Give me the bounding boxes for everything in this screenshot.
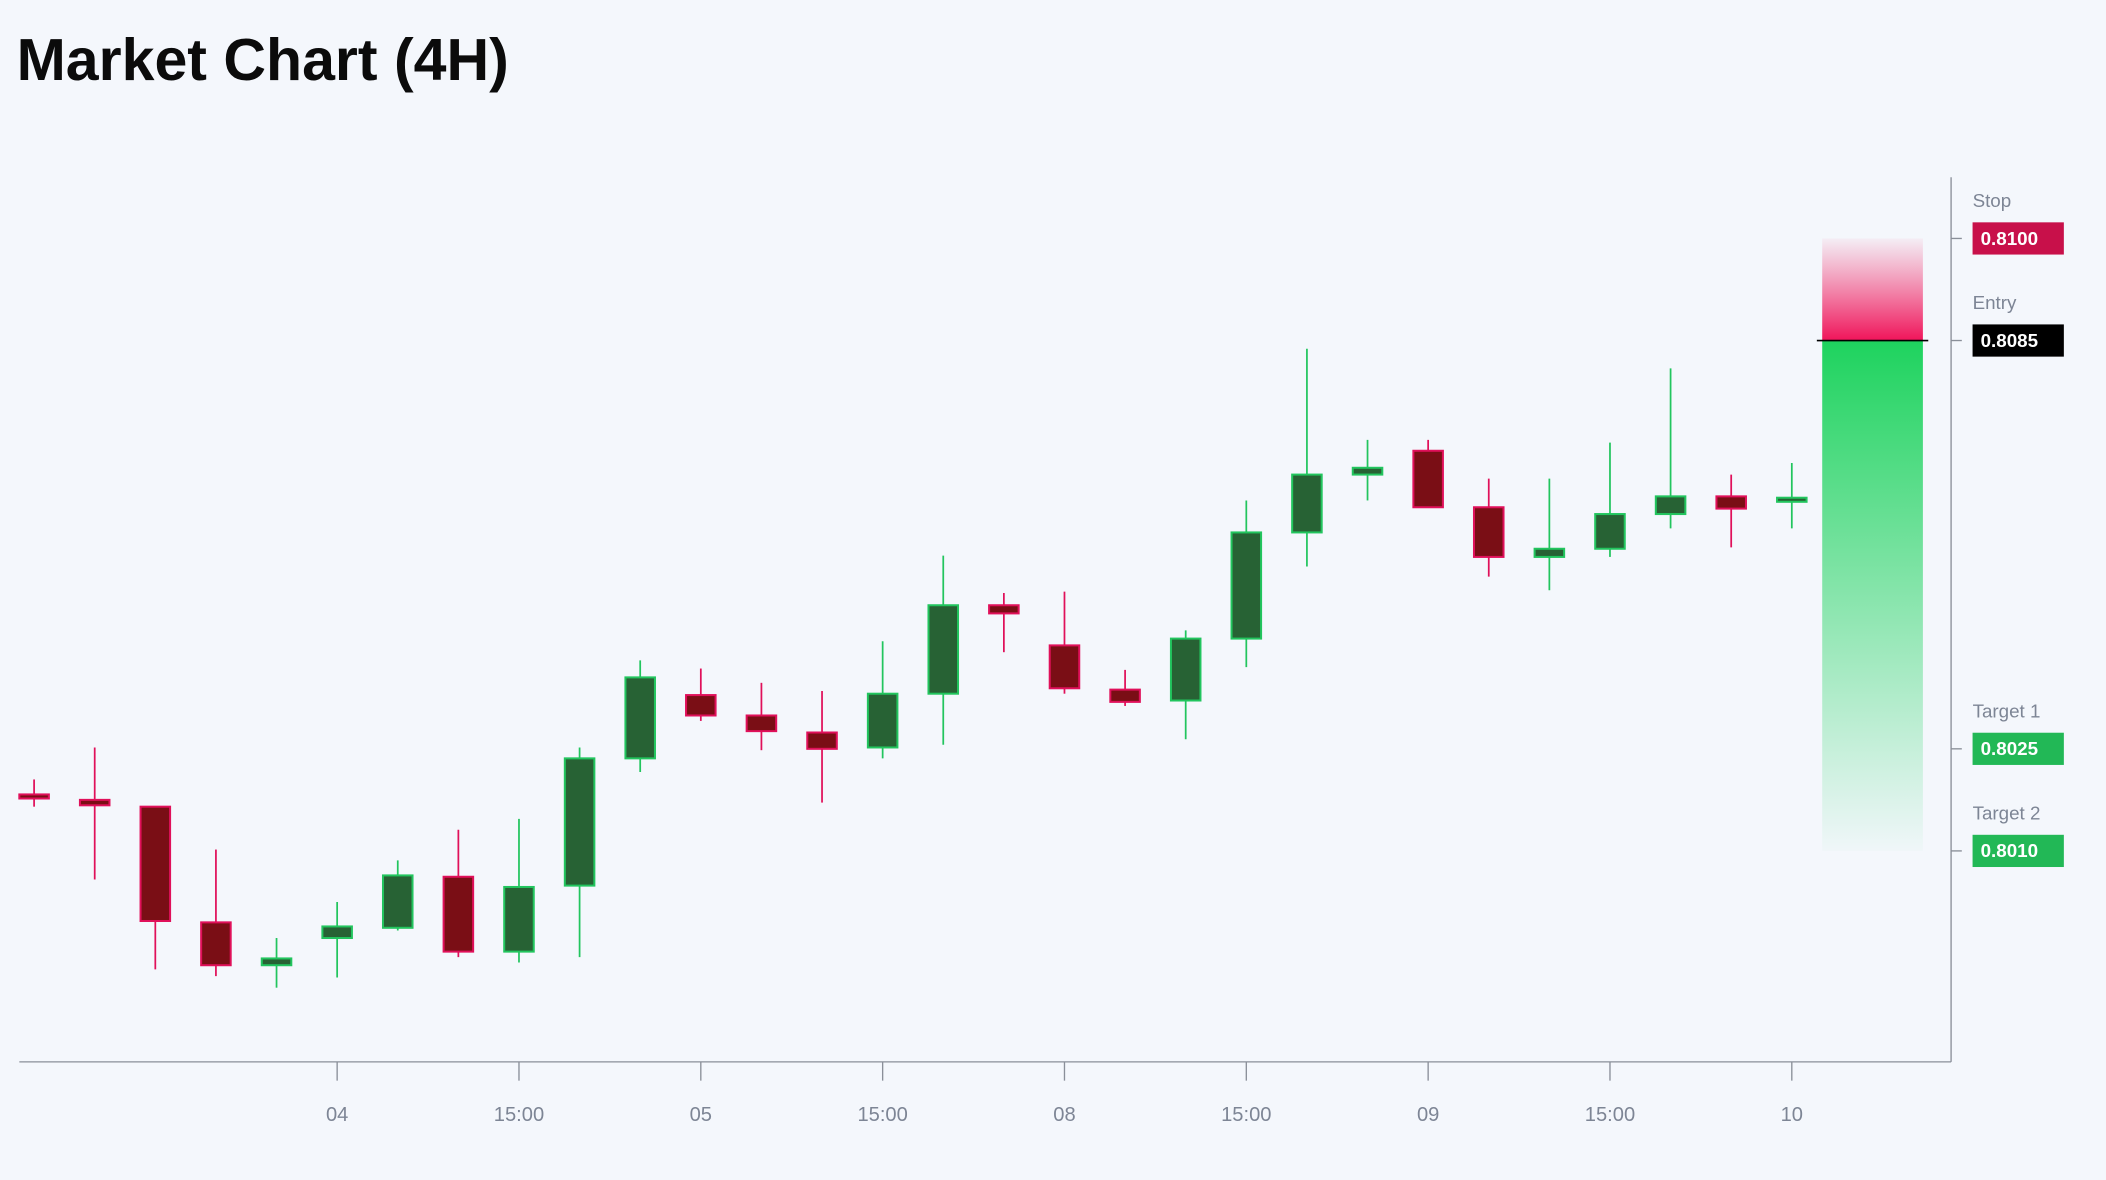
- level-label: 0.8100: [1981, 228, 2038, 249]
- level-badge: [1972, 834, 2064, 868]
- level-name: Entry: [1973, 292, 2017, 313]
- candle-body: [563, 757, 596, 887]
- candle-body: [503, 885, 535, 953]
- level-label: 0.8010: [1981, 840, 2038, 861]
- x-tick-label: 15:00: [494, 1104, 544, 1126]
- x-tick-label: 04: [326, 1104, 348, 1126]
- level-name: Target 2: [1973, 803, 2041, 824]
- candle-body: [1412, 449, 1444, 509]
- reward-zone: [1822, 340, 1923, 851]
- x-tick-label: 09: [1417, 1104, 1439, 1126]
- level-name: Target 1: [1973, 701, 2041, 722]
- candle-body: [1169, 637, 1202, 702]
- candle-body: [685, 694, 717, 717]
- x-tick-label: 15:00: [857, 1104, 907, 1126]
- level-name: Stop: [1973, 190, 2012, 211]
- candle-body: [381, 874, 414, 929]
- candle-body: [1291, 473, 1323, 534]
- candle-body: [1654, 495, 1687, 516]
- level-label: 0.8085: [1981, 330, 2038, 351]
- candle-body: [200, 921, 232, 967]
- candle-body: [260, 957, 293, 967]
- x-tick-label: 05: [690, 1104, 712, 1126]
- candle-body: [745, 714, 778, 733]
- candle-body: [1472, 506, 1505, 558]
- candle-body: [806, 731, 838, 750]
- level-badge: [1972, 222, 2064, 255]
- chart-title: Market Chart (4H): [17, 27, 509, 93]
- candle-body: [442, 875, 475, 953]
- candle-body: [1351, 466, 1384, 476]
- candle-body: [18, 793, 50, 800]
- x-tick-label: 10: [1781, 1104, 1803, 1126]
- candle-body: [1594, 513, 1626, 550]
- candle-body: [927, 604, 960, 695]
- candle-body: [1715, 495, 1747, 510]
- candle-body: [1776, 496, 1808, 503]
- candle-body: [1048, 644, 1081, 690]
- x-tick-label: 15:00: [1585, 1104, 1635, 1126]
- candle-body: [321, 925, 353, 940]
- level-badge: [1972, 732, 2064, 765]
- risk-zone: [1822, 238, 1923, 341]
- candle-body: [78, 798, 111, 807]
- x-tick-label: 15:00: [1221, 1104, 1271, 1126]
- candle-body: [624, 676, 656, 760]
- candle-body: [1230, 531, 1263, 640]
- level-badge: [1972, 324, 2064, 357]
- candle-body: [139, 805, 172, 923]
- candle-body: [988, 604, 1020, 615]
- level-label: 0.8025: [1981, 738, 2038, 759]
- x-tick-label: 08: [1053, 1104, 1075, 1126]
- candle-body: [1533, 547, 1566, 558]
- candle-body: [866, 692, 899, 749]
- candle-body: [1109, 688, 1141, 703]
